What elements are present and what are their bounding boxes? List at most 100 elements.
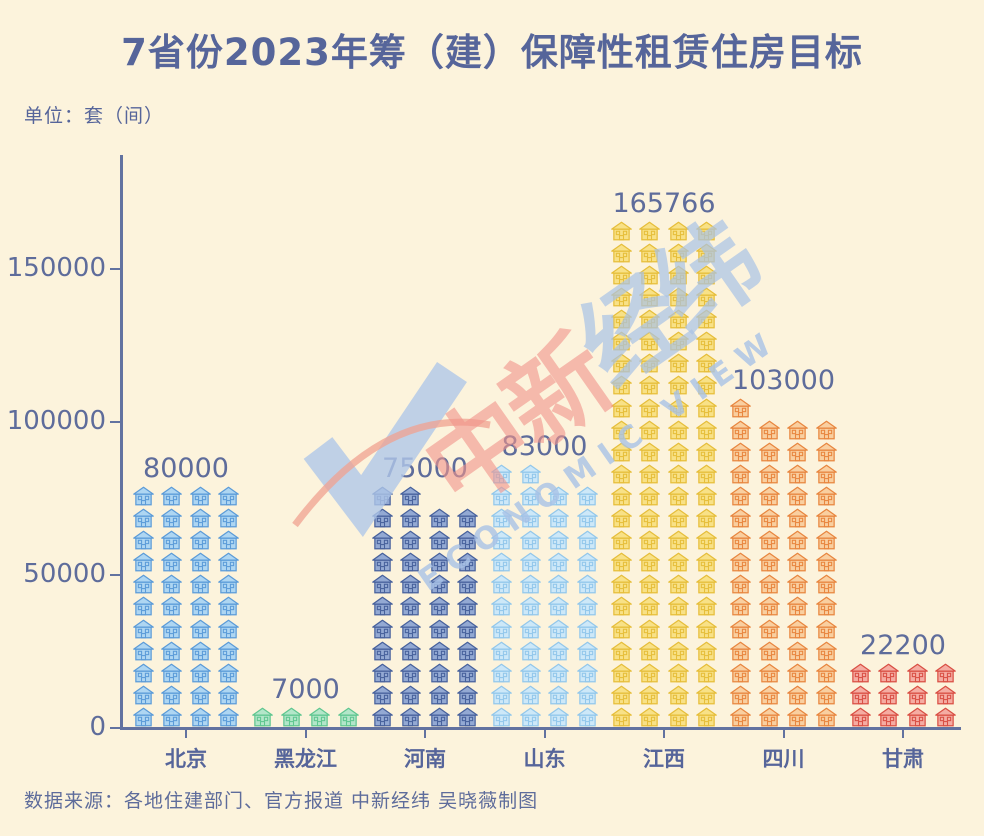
house-icon [218, 663, 239, 683]
x-axis-tick [663, 730, 665, 738]
house-icon [133, 596, 154, 616]
house-icon [611, 309, 632, 329]
house-icon [428, 574, 450, 594]
bar-value-label: 83000 [501, 430, 588, 462]
house-icon [696, 287, 717, 307]
house-icon [935, 707, 956, 727]
house-icon [372, 685, 393, 705]
house-icon [787, 707, 809, 727]
house-icon [161, 685, 183, 705]
house-icon [428, 663, 450, 683]
house-icon [696, 707, 717, 727]
house-icon [428, 508, 450, 528]
house-icon [548, 707, 570, 727]
house-icon [400, 574, 422, 594]
house-icon [730, 508, 752, 528]
house-icon [758, 530, 780, 550]
house-icon [787, 552, 809, 572]
house-icon [696, 265, 717, 285]
house-icon [372, 663, 393, 683]
house-icon [428, 596, 450, 616]
house-icon [189, 508, 211, 528]
house-icon [667, 375, 689, 395]
house-icon [491, 486, 513, 506]
house-icon [935, 663, 956, 683]
house-icon [611, 619, 632, 638]
x-axis-tick [304, 730, 307, 738]
house-icon [576, 486, 598, 506]
house-icon [696, 530, 717, 550]
house-icon [787, 596, 809, 616]
house-icon [878, 707, 900, 727]
house-icon [758, 707, 780, 727]
house-icon [611, 530, 632, 550]
house-icon [133, 641, 154, 660]
house-icon [372, 486, 393, 506]
house-icon [667, 663, 689, 683]
house-icon [696, 331, 717, 351]
house-icon [787, 486, 809, 506]
house-icon [878, 685, 900, 705]
house-icon [428, 619, 450, 638]
house-icon [161, 663, 183, 683]
house-icon [639, 641, 661, 660]
house-icon [787, 685, 809, 705]
house-icon [611, 574, 632, 594]
house-icon [372, 596, 393, 616]
house-icon [576, 641, 598, 660]
house-icon [400, 663, 422, 683]
house-icon [730, 552, 752, 572]
category-label: 江西 [643, 747, 685, 771]
house-icon [639, 243, 661, 263]
house-icon [850, 663, 871, 683]
house-icon [457, 619, 478, 638]
house-icon [491, 663, 513, 683]
unit-label: 单位：套（间） [24, 105, 165, 127]
house-icon [730, 420, 752, 439]
house-icon [696, 574, 717, 594]
house-icon [161, 508, 183, 528]
house-icon [815, 530, 837, 550]
house-icon [639, 685, 661, 705]
house-icon [519, 530, 541, 550]
house-icon [491, 552, 513, 572]
house-icon [667, 331, 689, 351]
house-icon [639, 309, 661, 329]
house-icon [667, 552, 689, 572]
house-icon [730, 619, 752, 638]
house-icon [428, 530, 450, 550]
house-icon [400, 508, 422, 528]
house-icon [815, 707, 837, 727]
house-icon [787, 464, 809, 484]
house-icon [611, 486, 632, 506]
house-icon [161, 707, 183, 727]
house-icon [548, 663, 570, 683]
house-icon [491, 530, 513, 550]
house-icon [457, 552, 478, 572]
house-icon [218, 574, 239, 594]
house-icon [519, 464, 541, 484]
y-axis-tick [110, 726, 120, 729]
house-icon [457, 663, 478, 683]
house-icon [491, 464, 513, 484]
house-icon [457, 685, 478, 705]
house-icon [611, 331, 632, 351]
house-icon [639, 287, 661, 307]
house-icon [787, 619, 809, 638]
house-icon [548, 641, 570, 660]
y-axis-tick-label: 100000 [6, 406, 106, 436]
house-icon [787, 442, 809, 462]
house-icon [758, 508, 780, 528]
house-icon [189, 685, 211, 705]
house-icon [639, 398, 661, 417]
x-axis-line [120, 727, 961, 730]
category-label: 甘肃 [882, 747, 924, 771]
house-icon [639, 619, 661, 638]
house-icon [548, 552, 570, 572]
house-icon [815, 486, 837, 506]
house-icon [161, 486, 183, 506]
house-icon [730, 685, 752, 705]
house-icon [730, 641, 752, 660]
house-icon [189, 574, 211, 594]
house-icon [576, 530, 598, 550]
